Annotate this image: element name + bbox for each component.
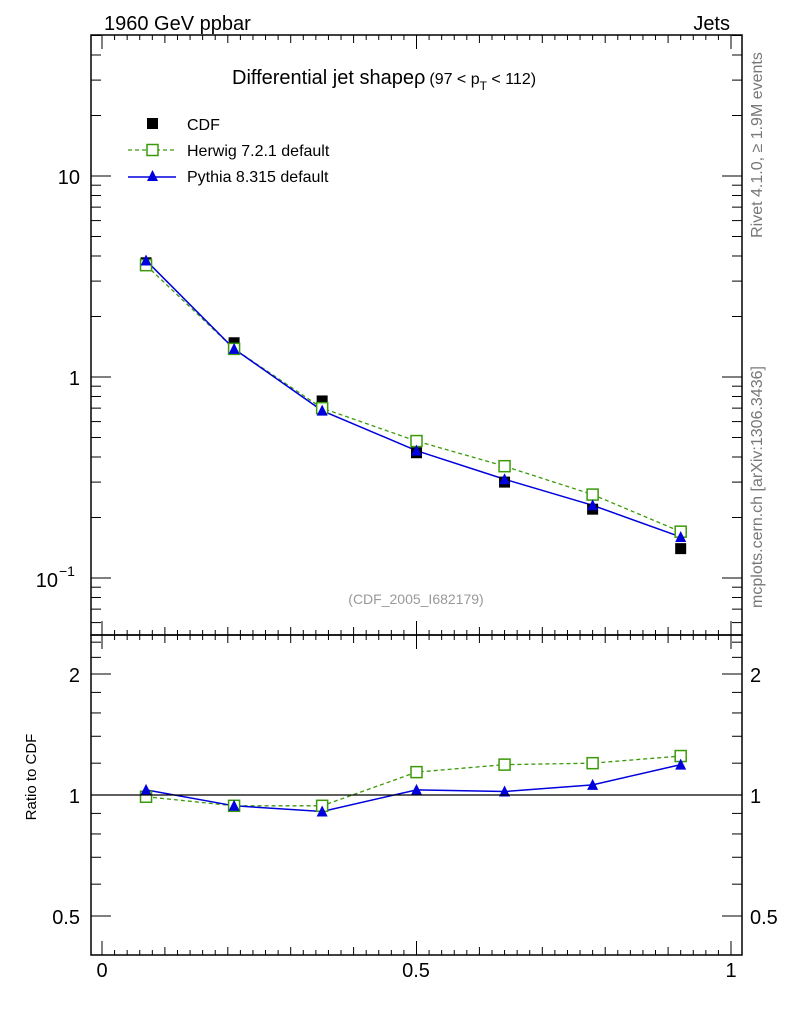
ratio-herwig-point xyxy=(410,765,423,779)
pythia-point xyxy=(499,473,511,485)
ratio-pythia-point xyxy=(675,758,687,770)
analysis-id-watermark: (CDF_2005_I682179) xyxy=(348,591,483,607)
ratio-pythia-point xyxy=(140,783,152,795)
ratio-y-tick-label-0.5-right: 0.5 xyxy=(750,907,778,929)
ratio-y-axis-label: Ratio to CDF xyxy=(23,734,40,821)
ratio-herwig-point xyxy=(498,758,511,771)
pythia-point xyxy=(675,530,687,542)
legend-cdf-marker xyxy=(147,118,158,129)
pythia-point xyxy=(587,499,599,511)
chart-title-text: Differential jet shape xyxy=(232,67,414,89)
x-tick-label-1: 1 xyxy=(725,960,736,982)
header-right-label: Jets xyxy=(693,13,730,35)
ratio-y-tick-label-1-right: 1 xyxy=(750,786,761,808)
ratio-pythia-point xyxy=(499,785,511,797)
chart-title: Differential jet shapeρ (97 < pT < 112) xyxy=(232,67,536,93)
ratio-pythia-point xyxy=(587,778,599,790)
header-left-label: 1960 GeV ppbar xyxy=(104,13,251,35)
y-tick-label-1: 1 xyxy=(69,368,80,390)
main-plot-series xyxy=(139,254,687,555)
legend-herwig-marker xyxy=(146,143,159,157)
legend: CDF Herwig 7.2.1 default Pythia 8.315 de… xyxy=(128,117,330,186)
chart-title-subscript: T xyxy=(480,79,488,93)
ratio-y-tick-label-2-right: 2 xyxy=(750,665,761,687)
pythia-point xyxy=(316,404,328,416)
chart-title-range-end: < 112) xyxy=(487,71,536,88)
pythia-point xyxy=(228,342,240,354)
legend-cdf-label: CDF xyxy=(187,117,220,134)
y-tick-label-0.1-base: 10 xyxy=(36,570,58,592)
chart-title-range: (97 < p xyxy=(429,71,479,88)
ratio-pythia-point xyxy=(411,783,422,795)
herwig-point xyxy=(586,488,599,501)
ratio-y-tick-label-1-left: 1 xyxy=(69,786,80,808)
pythia-point xyxy=(411,444,422,456)
ratio-y-tick-label-2-left: 2 xyxy=(69,665,80,687)
pythia-line xyxy=(145,259,681,538)
legend-herwig-label: Herwig 7.2.1 default xyxy=(187,143,330,160)
ratio-pythia-point xyxy=(316,805,328,817)
ratio-pythia-point xyxy=(228,799,240,811)
rivet-version-label: Rivet 4.1.0, ≥ 1.9M events xyxy=(749,52,766,238)
pythia-point xyxy=(140,254,152,266)
y-tick-label-10: 10 xyxy=(58,167,80,189)
legend-pythia-marker xyxy=(147,170,158,181)
cdf-data-point xyxy=(316,395,328,407)
legend-pythia-label: Pythia 8.315 default xyxy=(187,169,329,186)
ratio-herwig-line xyxy=(145,755,681,807)
x-tick-label-0: 0 xyxy=(96,960,107,982)
ratio-herwig-point xyxy=(586,756,599,770)
x-tick-label-0.5: 0.5 xyxy=(402,960,430,982)
herwig-line xyxy=(145,264,681,533)
chart-title-symbol: ρ xyxy=(414,67,425,89)
ratio-y-tick-label-0.5-left: 0.5 xyxy=(52,907,80,929)
mcplots-label: mcplots.cern.ch [arXiv:1306.3436] xyxy=(749,366,766,608)
main-axis-ticks xyxy=(91,35,742,635)
ratio-plot-series xyxy=(139,749,687,817)
herwig-point xyxy=(498,459,511,473)
cdf-data-point xyxy=(675,543,687,555)
y-tick-label-0.1-exponent: −1 xyxy=(59,563,75,579)
